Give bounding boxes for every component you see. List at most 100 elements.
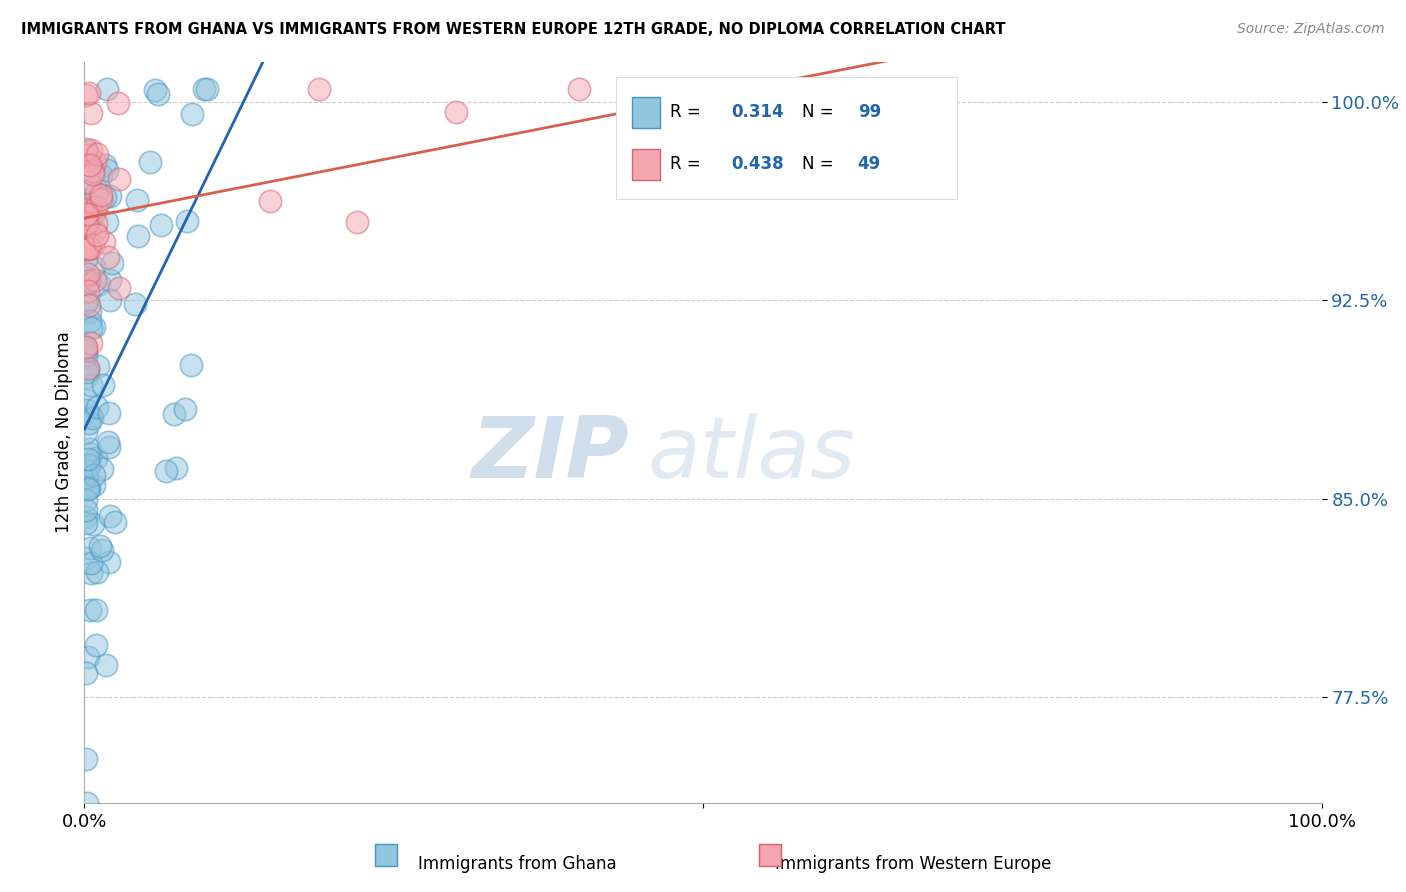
Point [104, 515, 127, 529]
Point [76, 796, 98, 810]
Point [80, 377, 103, 392]
Point [86, 146, 108, 161]
Point [75, 470, 97, 484]
Point [76, 403, 98, 417]
Point [75, 193, 97, 207]
Point [77, 298, 100, 312]
Point [79, 602, 101, 616]
Point [77, 175, 100, 189]
Text: IMMIGRANTS FROM GHANA VS IMMIGRANTS FROM WESTERN EUROPE 12TH GRADE, NO DIPLOMA C: IMMIGRANTS FROM GHANA VS IMMIGRANTS FROM… [21, 22, 1005, 37]
Text: Immigrants from Ghana: Immigrants from Ghana [418, 855, 617, 872]
Point [75, 344, 97, 359]
Bar [633, 97, 659, 128]
Point [75, 516, 97, 531]
Point [98, 273, 121, 287]
Point [89, 539, 111, 553]
Point [83, 206, 105, 220]
Point [90, 192, 112, 206]
Point [80, 409, 103, 424]
Point [86, 401, 108, 415]
Point [75, 340, 97, 354]
Point [76, 482, 98, 496]
Point [76, 234, 98, 248]
Point [75, 144, 97, 158]
Bar [633, 149, 659, 180]
Point [107, 280, 129, 294]
Point [75, 198, 97, 212]
Point [444, 105, 467, 120]
Text: R =: R = [669, 155, 706, 173]
Point [77, 242, 100, 256]
Point [181, 107, 204, 121]
Point [80, 556, 103, 570]
Point [76, 294, 98, 309]
Point [84, 639, 107, 653]
Text: 0.438: 0.438 [731, 155, 785, 173]
Point [80, 204, 103, 219]
Point [86, 359, 108, 373]
Point [98, 555, 121, 569]
Point [96, 82, 118, 96]
Point [83, 155, 105, 169]
Point [76, 365, 98, 379]
Point [107, 96, 129, 111]
Point [80, 335, 103, 350]
Point [83, 320, 105, 334]
Point [82, 516, 104, 531]
Point [76, 267, 98, 281]
Point [76, 452, 98, 467]
Point [75, 551, 97, 566]
Point [75, 252, 97, 266]
Point [82, 411, 104, 425]
Point [86, 228, 108, 243]
Point [96, 162, 118, 177]
Point [155, 464, 177, 478]
Point [79, 305, 101, 319]
Point [76, 216, 98, 230]
Point [77, 458, 100, 473]
Point [76, 362, 98, 376]
Point [174, 401, 197, 416]
Point [97, 440, 120, 454]
Text: R =: R = [669, 103, 706, 121]
Point [80, 105, 103, 120]
Point [80, 447, 103, 461]
Point [84, 179, 107, 194]
Point [83, 478, 105, 492]
Point [180, 358, 202, 372]
Point [86, 565, 108, 579]
Point [83, 467, 105, 482]
Point [100, 256, 122, 270]
Point [83, 260, 105, 274]
FancyBboxPatch shape [616, 78, 956, 200]
Point [75, 142, 97, 156]
Point [91, 378, 114, 392]
Point [165, 461, 187, 475]
Point [84, 603, 107, 617]
Point [77, 284, 100, 298]
Point [79, 201, 101, 215]
Point [75, 503, 97, 517]
Point [75, 88, 97, 103]
Point [346, 215, 368, 229]
Point [79, 541, 101, 555]
Point [127, 229, 149, 244]
Point [308, 82, 330, 96]
Point [82, 167, 104, 181]
Point [176, 213, 198, 227]
Point [79, 458, 101, 472]
Point [98, 406, 121, 420]
Point [84, 451, 107, 466]
Point [90, 188, 112, 202]
Text: ZIP: ZIP [471, 413, 628, 496]
Point [568, 82, 591, 96]
Point [89, 277, 111, 291]
Point [75, 509, 97, 524]
Point [93, 190, 115, 204]
Text: Immigrants from Western Europe: Immigrants from Western Europe [775, 855, 1052, 872]
Point [93, 235, 115, 249]
Point [76, 207, 98, 221]
Point [77, 222, 100, 236]
Text: N =: N = [801, 155, 839, 173]
Point [193, 82, 215, 96]
